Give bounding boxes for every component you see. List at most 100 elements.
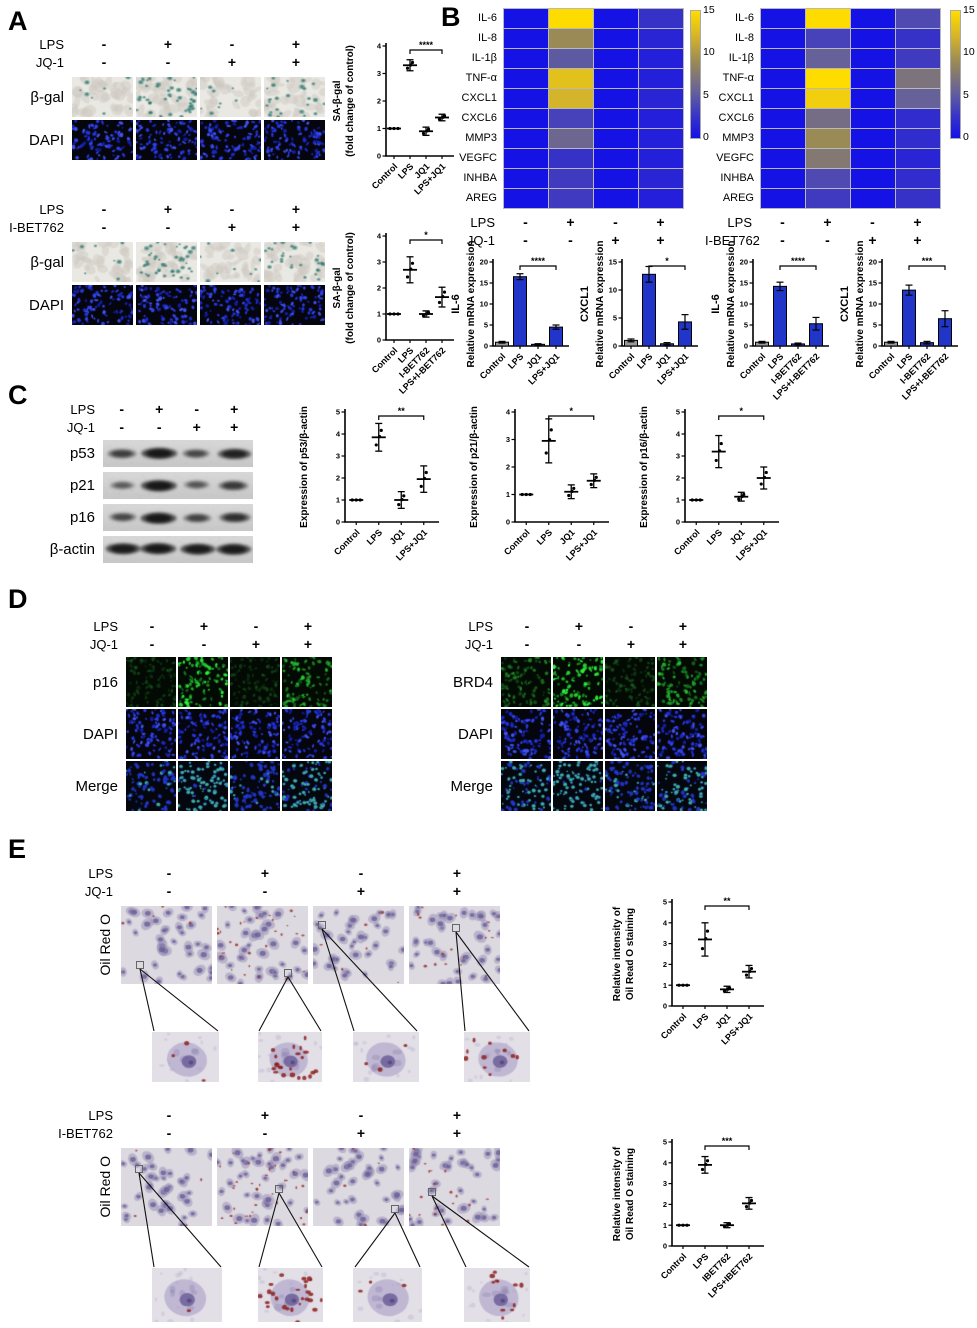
DAPI-micrograph [264, 120, 325, 160]
treatment-sign: - [358, 1107, 364, 1123]
treatment-name: JQ-1 [466, 232, 495, 248]
heatmap-cell [851, 9, 895, 28]
svg-text:Oil Read O staining: Oil Read O staining [625, 908, 636, 1000]
svg-text:0: 0 [377, 336, 381, 345]
treatment-name: LPS [468, 618, 493, 634]
svg-text:Control: Control [659, 1011, 689, 1041]
treatment-sign: - [613, 214, 618, 230]
DAPI-micrograph [282, 709, 332, 759]
treatment-sign: + [574, 618, 584, 634]
treatment-sign: + [678, 618, 688, 634]
panelA-ibet-block: LPS - + - + I-BET762 - - + + β-gal DAPI [8, 200, 328, 325]
treatment-name: LPS [39, 36, 64, 52]
svg-text:****: **** [531, 256, 546, 266]
β-gal-micrograph [136, 242, 197, 282]
treatment-row: JQ-1 - - + + [8, 418, 253, 436]
heatmap-cell [639, 109, 683, 128]
gene-label: IL-6 [735, 12, 754, 24]
panelD-p16-block: LPS - + - + JQ-1 - - + + p16 DAPI Merge [8, 617, 334, 811]
treatment-sign: - [201, 636, 207, 652]
svg-text:15: 15 [609, 258, 617, 267]
panelE-ibet-scatter-chart: 0 1 2 3 4 5 Relative intensity of Oil Read O st… [612, 1136, 764, 1300]
gene-label: VEGFC [459, 152, 497, 164]
treatment-name: I-BET762 [58, 1125, 113, 1141]
Merge-micrograph [605, 761, 655, 811]
svg-text:Control: Control [478, 351, 508, 381]
svg-text:15: 15 [740, 279, 748, 288]
p16-micrograph [178, 657, 228, 707]
treatment-sign: + [155, 401, 164, 417]
heatmap-cell [549, 129, 593, 148]
magnified-cell-inset [258, 1268, 323, 1322]
heatmap-cell [549, 189, 593, 208]
β-gal-micrograph [72, 77, 133, 117]
gene-label: IL-8 [735, 32, 754, 44]
svg-text:Relative mRNA expression: Relative mRNA expression [595, 241, 606, 368]
heatmap-cell [851, 29, 895, 48]
panelA-jq1-block: LPS - + - + JQ-1 - - + + β-gal DAPI [8, 35, 328, 160]
heatmap-cell [504, 169, 548, 188]
gene-label: AREG [722, 192, 754, 204]
BRD4-micrograph [553, 657, 603, 707]
panelB-il6-jq1-bar-chart: IL-605101520ControlLPSJQ1LPS+JQ1****Rela… [450, 241, 569, 387]
DAPI-micrograph [264, 285, 325, 325]
magnified-cell-inset [353, 1032, 419, 1082]
treatment-row: LPS - + - + [705, 213, 977, 231]
heatmap-cell [806, 189, 850, 208]
svg-text:4: 4 [506, 408, 511, 417]
treatment-row: JQ-1 - - + + [8, 53, 328, 71]
treatment-sign: - [166, 1125, 172, 1141]
heatmap-cell [594, 189, 638, 208]
heatmap-cell [549, 29, 593, 48]
heatmap-cell [896, 169, 940, 188]
panelD-brd4-block: LPS - + - + JQ-1 - - + + BRD4 DAPI Merge [385, 617, 709, 811]
treatment-sign: - [358, 865, 364, 881]
svg-text:0: 0 [663, 1242, 667, 1251]
gene-label: INHBA [720, 172, 754, 184]
gene-label: IL-6 [478, 12, 497, 24]
Merge-micrograph [657, 761, 707, 811]
heatmap-cell [504, 49, 548, 68]
svg-text:15: 15 [869, 279, 877, 288]
colorbar-tick: 10 [703, 46, 715, 59]
heatmap-grid [503, 8, 684, 209]
svg-text:20: 20 [740, 258, 748, 267]
svg-text:0: 0 [377, 152, 381, 161]
svg-text:1: 1 [676, 496, 680, 505]
svg-text:Control: Control [738, 351, 768, 381]
treatment-sign: + [656, 232, 665, 248]
heatmap-cell [806, 149, 850, 168]
svg-text:2: 2 [506, 463, 510, 472]
gene-label: CXCL1 [718, 92, 754, 104]
DAPI-micrograph [200, 120, 261, 160]
treatment-sign: - [156, 419, 162, 435]
treatment-sign: + [303, 618, 313, 634]
heatmap-cell [761, 169, 805, 188]
treatment-name: JQ-1 [35, 54, 64, 70]
svg-text:Oil Read O staining: Oil Read O staining [625, 1148, 636, 1240]
svg-text:3: 3 [663, 939, 667, 948]
treatment-sign: + [678, 636, 688, 652]
treatment-sign: - [149, 618, 155, 634]
β-gal-micrograph [200, 77, 261, 117]
treatment-row: LPS - + - + [385, 617, 709, 635]
svg-text:2: 2 [676, 474, 680, 483]
heatmap-cell [806, 69, 850, 88]
heatmap-cell [594, 89, 638, 108]
treatment-sign: - [524, 636, 530, 652]
Merge-micrograph [178, 761, 228, 811]
svg-text:LPS: LPS [365, 527, 384, 546]
heatmap-cell [594, 49, 638, 68]
Oil Red O-micrograph [121, 1148, 212, 1226]
svg-text:***: *** [922, 256, 933, 266]
heatmap-cell [504, 89, 548, 108]
p21-blot [103, 472, 253, 499]
treatment-sign: + [913, 214, 922, 230]
blot-label: β-actin [49, 541, 95, 558]
heatmap-cell [896, 69, 940, 88]
DAPI-micrograph [553, 709, 603, 759]
p53-blot [103, 440, 253, 467]
panelA-ibet-scatter-chart: 0 1 2 3 4 SA-β-gal (fold change of control) Con… [332, 230, 454, 396]
svg-text:SA-β-gal: SA-β-gal [332, 80, 343, 121]
